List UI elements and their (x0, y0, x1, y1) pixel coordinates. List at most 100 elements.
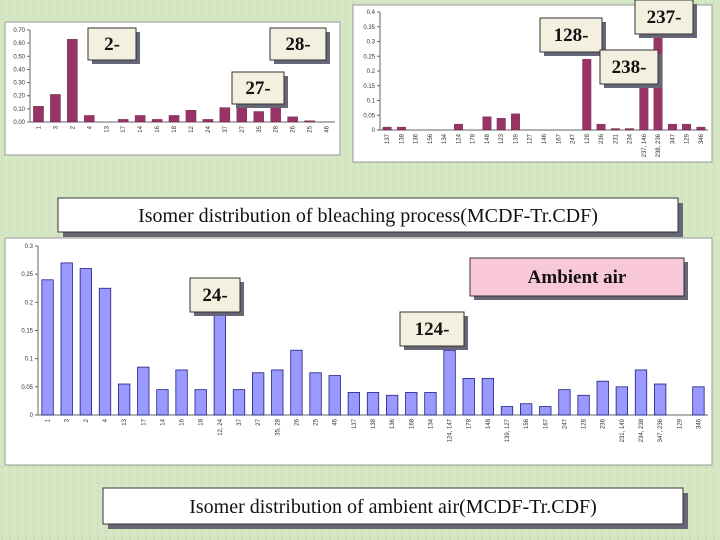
x-tick-label: 28 (274, 125, 280, 132)
y-tick-label: 0 (30, 413, 34, 419)
annotation-box (269, 27, 327, 61)
x-tick-label: 24 (206, 125, 212, 132)
x-tick-label: 18 (199, 418, 205, 425)
x-tick-label: 138 (371, 418, 377, 429)
y-tick-label: 0.10 (13, 107, 25, 113)
x-tick-label: 168 (409, 418, 415, 429)
annotation-box (189, 277, 241, 313)
annotation-box (231, 71, 285, 105)
bar (41, 279, 54, 416)
bar (60, 262, 73, 416)
bar (366, 392, 380, 416)
x-tick-label: 35, 28 (275, 418, 281, 435)
bar (287, 116, 298, 123)
x-tick-label: 27 (256, 418, 262, 425)
annotation-box (539, 17, 603, 53)
bar (271, 369, 284, 416)
x-tick-label: 27 (240, 125, 246, 132)
x-tick-label: 231, 149 (620, 418, 626, 442)
bar (615, 386, 628, 416)
x-tick-label: 17 (141, 418, 147, 425)
x-tick-label: 129 (677, 418, 683, 429)
x-tick-label: 13 (104, 125, 110, 132)
bar (328, 375, 341, 416)
x-tick-label: 4 (103, 418, 109, 422)
caption: Isomer distribution of bleaching process… (138, 205, 598, 227)
bar (304, 120, 315, 123)
x-tick-label: 346 (699, 133, 705, 144)
bar (454, 123, 463, 131)
bar (232, 389, 246, 416)
bar (251, 372, 265, 416)
x-tick-label: 167 (543, 418, 549, 429)
x-tick-label: 124, 147 (448, 418, 454, 442)
bar (634, 369, 648, 416)
x-tick-label: 138 (399, 133, 405, 144)
x-tick-label: 4 (87, 125, 93, 129)
y-tick-label: 0.1 (25, 357, 34, 363)
x-tick-label: 26 (294, 418, 300, 425)
x-tick-label: 13 (122, 418, 128, 425)
bar (462, 377, 475, 416)
bar (118, 383, 131, 416)
x-tick-label: 12, 24 (218, 418, 224, 435)
annotation: 128- (554, 25, 589, 46)
bar (511, 113, 520, 131)
x-tick-label: 17 (121, 125, 127, 132)
y-tick-label: 0.3 (25, 244, 34, 250)
y-tick-label: 0.50 (13, 54, 25, 60)
bar (577, 394, 590, 416)
y-tick-label: 0.00 (13, 120, 25, 126)
bar (134, 115, 146, 123)
y-tick-label: 0.4 (367, 10, 376, 16)
bar (67, 39, 78, 123)
annotation-box (634, 0, 694, 35)
x-tick-label: 236 (601, 418, 607, 429)
x-tick-label: 14 (160, 418, 166, 425)
bar (194, 389, 207, 416)
x-tick-label: 2 (70, 125, 76, 129)
x-tick-label: 136 (390, 418, 396, 429)
bar (84, 115, 95, 123)
x-tick-label: 247 (571, 133, 577, 144)
x-tick-label: 137 (352, 418, 358, 429)
y-tick-label: 0.05 (363, 113, 375, 119)
annotation: 124- (415, 319, 450, 340)
annotation: 2- (104, 34, 120, 55)
x-tick-label: 134 (442, 133, 448, 144)
x-tick-label: 247 (562, 418, 568, 429)
bar (213, 313, 227, 416)
bar (347, 392, 361, 416)
x-tick-label: 46 (333, 418, 339, 425)
x-tick-label: 1 (46, 418, 52, 422)
x-tick-label: 124 (456, 133, 462, 144)
x-tick-label: 129 (685, 133, 691, 144)
y-tick-label: 0.40 (13, 67, 25, 73)
y-tick-label: 0 (372, 128, 376, 134)
bar (520, 403, 533, 416)
x-tick-label: 346 (696, 418, 702, 429)
bar (696, 126, 706, 131)
x-tick-label: 35 (257, 125, 263, 132)
caption-box (102, 487, 684, 525)
x-tick-label: 137 (385, 133, 391, 144)
x-tick-label: 37 (237, 418, 243, 425)
x-tick-label: 178 (471, 133, 477, 144)
caption: Isomer distribution of ambient air(MCDF-… (189, 496, 597, 518)
x-tick-label: 25 (314, 418, 320, 425)
x-tick-label: 37 (223, 125, 229, 132)
annotation-box (469, 257, 685, 297)
y-tick-label: 0.2 (25, 300, 34, 306)
x-tick-label: 128 (585, 133, 591, 144)
x-tick-label: 139 (513, 133, 519, 144)
x-tick-label: 14 (138, 125, 144, 132)
y-tick-label: 0.20 (13, 94, 25, 100)
x-tick-label: 25 (308, 125, 314, 132)
x-tick-label: 139, 127 (505, 418, 511, 442)
bar (202, 119, 214, 123)
y-tick-label: 0.25 (21, 272, 33, 278)
y-tick-label: 0.3 (367, 40, 376, 46)
annotation: 27- (245, 78, 270, 99)
bar (151, 119, 163, 123)
